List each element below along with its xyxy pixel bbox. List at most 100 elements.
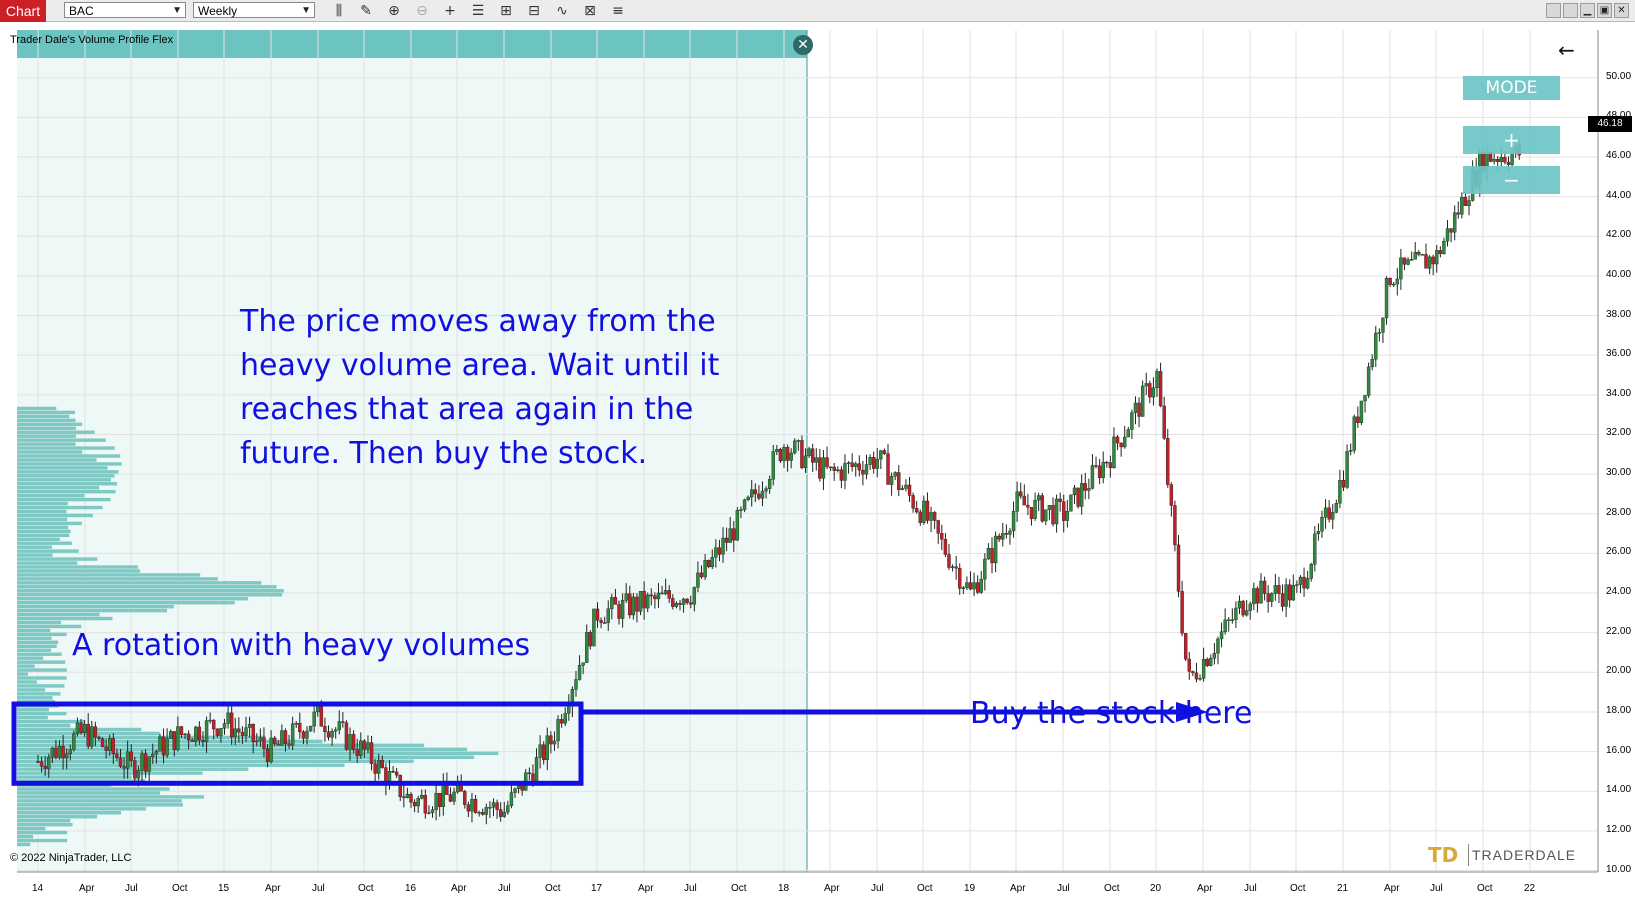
candle-body	[1345, 451, 1349, 488]
candle-body	[638, 591, 643, 612]
candle-body	[925, 500, 930, 521]
volume-profile-bar	[17, 482, 118, 486]
x-tick-label: Oct	[1477, 883, 1493, 894]
candle-body	[850, 462, 854, 467]
candle-body	[506, 805, 510, 813]
x-tick-label: Oct	[358, 883, 374, 894]
zoom-out-icon[interactable]: ⊖	[416, 3, 428, 19]
candle-body	[1079, 483, 1084, 507]
period-selector[interactable]: Weekly ▼	[193, 2, 315, 18]
candle-body	[1352, 416, 1356, 451]
volume-profile-bar	[17, 517, 68, 522]
candle-body	[57, 745, 62, 758]
candle-body	[233, 728, 237, 738]
candle-body	[68, 749, 72, 754]
candle-body	[1295, 584, 1299, 586]
indicators-icon[interactable]: ⊞	[500, 3, 512, 19]
candle-body	[276, 743, 280, 746]
x-tick-label: Apr	[1010, 883, 1026, 894]
volume-profile-bar	[17, 418, 76, 423]
candle-body	[1151, 387, 1156, 398]
candle-body	[351, 734, 356, 750]
candle-body	[1083, 483, 1087, 491]
candle-body	[90, 726, 94, 747]
back-arrow-icon[interactable]: ←	[1558, 38, 1575, 62]
candle-body	[552, 740, 557, 745]
chart-tab[interactable]: Chart	[0, 0, 46, 22]
candle-body	[420, 795, 424, 799]
candle-body	[1331, 512, 1335, 520]
volume-profile-bar	[17, 545, 52, 549]
candle-body	[308, 725, 313, 732]
candle-body	[1040, 495, 1044, 522]
candle-body	[1072, 487, 1077, 496]
volume-profile-bar	[17, 743, 425, 748]
candle-body	[631, 596, 636, 616]
data-box-icon[interactable]: ⊠	[584, 3, 596, 19]
candle-body	[1427, 256, 1432, 269]
price-chart[interactable]	[0, 22, 1635, 899]
zoom-in-icon[interactable]: ⊕	[388, 3, 400, 19]
strategies-icon[interactable]: ⊟	[528, 3, 540, 19]
candle-body	[968, 582, 973, 590]
close-icon[interactable]: ✕	[1614, 3, 1629, 18]
candle-body	[1126, 429, 1131, 438]
candle-body	[172, 731, 176, 750]
candle-body	[620, 600, 625, 619]
candle-body	[1370, 358, 1374, 368]
candle-body	[1001, 533, 1005, 540]
candle-body	[1503, 157, 1507, 163]
minimize-icon[interactable]: ▁	[1580, 3, 1595, 18]
volume-profile-bar	[17, 723, 71, 728]
candle-body	[854, 463, 858, 467]
volume-profile-bar	[17, 565, 138, 569]
mode-button[interactable]: MODE	[1463, 76, 1560, 100]
x-tick-label: Jul	[1057, 883, 1070, 894]
copyright: © 2022 NinjaTrader, LLC	[10, 852, 132, 864]
candle-body	[136, 770, 141, 779]
candle-body	[678, 603, 682, 605]
volume-profile-bar	[17, 458, 97, 462]
close-icon[interactable]: ✕	[793, 35, 813, 55]
chart-trader-icon[interactable]: ≡	[612, 3, 624, 19]
y-tick-label: 36.00	[1606, 348, 1632, 360]
candle-body	[613, 597, 618, 605]
instrument-selector[interactable]: BAC ▼	[64, 2, 186, 18]
tile2-icon[interactable]	[1563, 3, 1578, 18]
candle-body	[194, 726, 198, 742]
candle-body	[1180, 591, 1184, 634]
drawing-tools-icon[interactable]: ∿	[556, 3, 568, 19]
candle-body	[861, 469, 865, 475]
candle-body	[932, 512, 937, 521]
volume-profile-bar	[17, 585, 277, 589]
candle-body	[294, 723, 298, 725]
bar-type-icon[interactable]: ⫼	[335, 3, 343, 19]
candle-body	[1438, 250, 1443, 255]
volume-profile-bar	[17, 462, 122, 466]
candle-body	[43, 766, 47, 769]
plus-button[interactable]: +	[1463, 126, 1560, 154]
candle-body	[100, 738, 105, 748]
candle-body	[671, 598, 675, 607]
properties-icon[interactable]: ☰	[471, 3, 485, 19]
candle-body	[653, 595, 657, 600]
candle-body	[1388, 277, 1392, 285]
volume-profile-bar	[17, 470, 119, 474]
candle-body	[1309, 563, 1313, 579]
candle-body	[269, 737, 273, 762]
maximize-icon[interactable]: ▣	[1597, 3, 1612, 18]
candle-body	[950, 566, 955, 568]
candle-body	[642, 591, 646, 609]
candle-body	[183, 733, 187, 736]
tile-icon[interactable]	[1546, 3, 1561, 18]
candle-body	[599, 620, 603, 623]
candle-body	[1266, 593, 1270, 602]
volume-profile-bar	[17, 454, 121, 458]
y-tick-label: 18.00	[1606, 704, 1632, 716]
crosshair-icon[interactable]: +	[444, 3, 456, 19]
draw-pencil-icon[interactable]: ✎	[360, 3, 372, 19]
candle-body	[1363, 395, 1367, 402]
minus-button[interactable]: −	[1463, 166, 1560, 194]
candle-body	[1284, 584, 1288, 607]
volume-profile-bar	[17, 648, 51, 652]
